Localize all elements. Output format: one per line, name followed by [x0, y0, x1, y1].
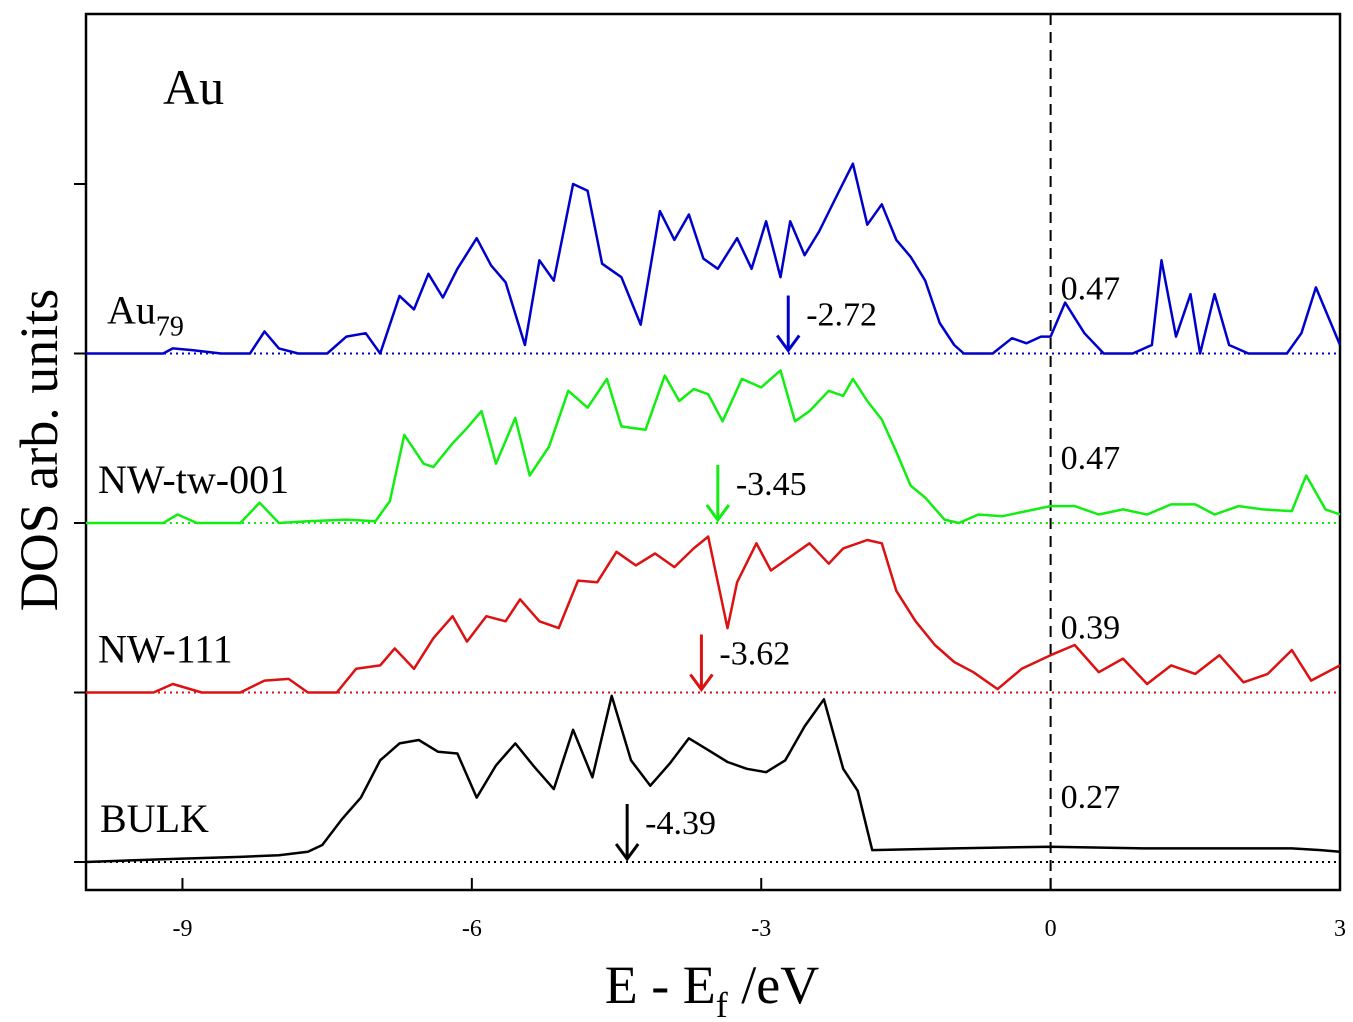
arrow-bulk [614, 804, 640, 862]
series-name-sub: 79 [156, 312, 184, 343]
x-tick-label: -9 [172, 916, 192, 942]
series-annotations: -2.72 0.47 Au79 -3.45 0.47 NW-tw-001 -3.62 0.39… [98, 271, 1120, 843]
fermi-value-label: 0.27 [1061, 779, 1121, 816]
series-name-label: NW-111 [98, 627, 233, 672]
d-band-center-arrows [614, 295, 801, 862]
fermi-value-label: 0.47 [1061, 440, 1121, 477]
x-tick-label: -6 [462, 916, 482, 942]
panel-title: Au [163, 59, 224, 115]
arrow-au [776, 295, 801, 354]
series-name-label: NW-tw-001 [98, 457, 289, 502]
d-band-center-label: -3.45 [736, 466, 807, 503]
arrow-head [614, 843, 640, 862]
x-axis-title-unit: /eV [728, 955, 819, 1015]
d-band-center-label: -4.39 [645, 805, 716, 842]
series-line-bulk [85, 694, 1341, 864]
d-band-center-label: -3.62 [719, 636, 790, 673]
series-lines [85, 162, 1342, 864]
series-name: Au [107, 288, 156, 333]
d-band-center-label: -2.72 [806, 297, 877, 334]
series-name-label: BULK [100, 796, 209, 841]
x-tick-label: 3 [1334, 916, 1346, 942]
x-tick-label: -3 [751, 916, 771, 942]
series-name: BULK [100, 796, 209, 841]
series-line-nw-tw-001 [86, 369, 1341, 525]
x-axis-title-sub: f [716, 985, 728, 1022]
series-baselines [86, 352, 1340, 863]
x-tick-label: 0 [1045, 916, 1057, 942]
y-axis-title: DOS arb. units [9, 289, 69, 612]
plot-frame [84, 12, 1342, 892]
arrow-head [689, 673, 714, 693]
series-line-au [86, 162, 1342, 355]
arrow-head [776, 334, 801, 354]
x-axis-title-main: E - E [605, 955, 716, 1015]
series-name: NW-111 [98, 627, 233, 672]
arrow-head [705, 504, 731, 523]
series-name-label: Au79 [107, 288, 184, 343]
series-name: NW-tw-001 [98, 457, 289, 502]
series-line-nw-111 [86, 535, 1341, 694]
arrow-nw-111 [689, 634, 714, 693]
x-axis-title: E - Ef /eV [605, 955, 819, 1022]
fermi-value-label: 0.47 [1061, 271, 1121, 308]
arrow-nw-tw-001 [705, 465, 731, 523]
axis-ticks: -9 -6 -3 0 3 [74, 183, 1346, 942]
fermi-value-label: 0.39 [1061, 610, 1121, 647]
